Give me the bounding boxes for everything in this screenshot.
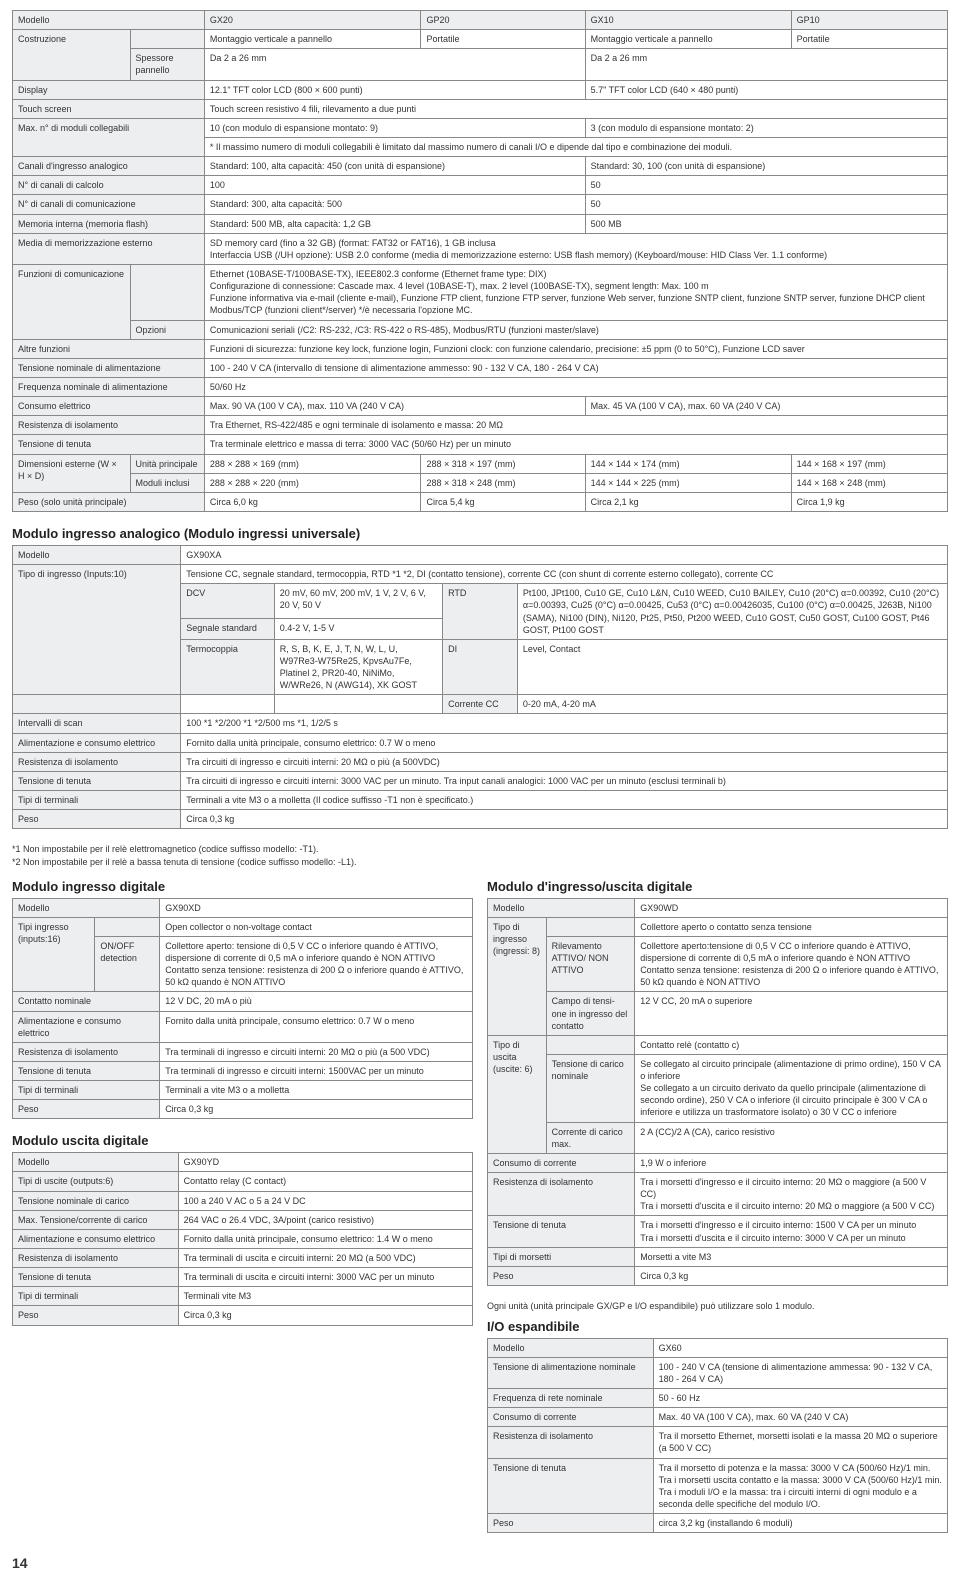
- main-spec-table: Modello GX20 GP20 GX10 GP10 Costruzione …: [12, 10, 948, 512]
- digin-title: Modulo ingresso digitale: [12, 879, 473, 894]
- digio-table: ModelloGX90WD Tipo di ingresso (ingressi…: [487, 898, 948, 1287]
- digout-title: Modulo uscita digitale: [12, 1133, 473, 1148]
- main-head-1: GX20: [204, 11, 421, 30]
- ioexp-table: ModelloGX60 Tensione di alimentazione no…: [487, 1338, 948, 1534]
- analog-notes: *1 Non impostabile per il relè elettroma…: [12, 843, 948, 868]
- row-costruzione: Costruzione: [13, 30, 131, 80]
- digout-table: ModelloGX90YD Tipi di uscite (outputs:6)…: [12, 1152, 473, 1325]
- main-head-2: GP20: [421, 11, 585, 30]
- digio-title: Modulo d'ingresso/uscita digitale: [487, 879, 948, 894]
- main-head-0: Modello: [13, 11, 205, 30]
- digio-note: Ogni unità (unità principale GX/GP e I/O…: [487, 1300, 948, 1313]
- page-number: 14: [12, 1555, 948, 1571]
- main-head-3: GX10: [585, 11, 791, 30]
- analog-title: Modulo ingresso analogico (Modulo ingres…: [12, 526, 948, 541]
- analog-table: ModelloGX90XA Tipo di ingresso (Inputs:1…: [12, 545, 948, 829]
- digin-table: ModelloGX90XD Tipi ingresso (inputs:16)O…: [12, 898, 473, 1120]
- ioexp-title: I/O espandibile: [487, 1319, 948, 1334]
- main-head-4: GP10: [791, 11, 947, 30]
